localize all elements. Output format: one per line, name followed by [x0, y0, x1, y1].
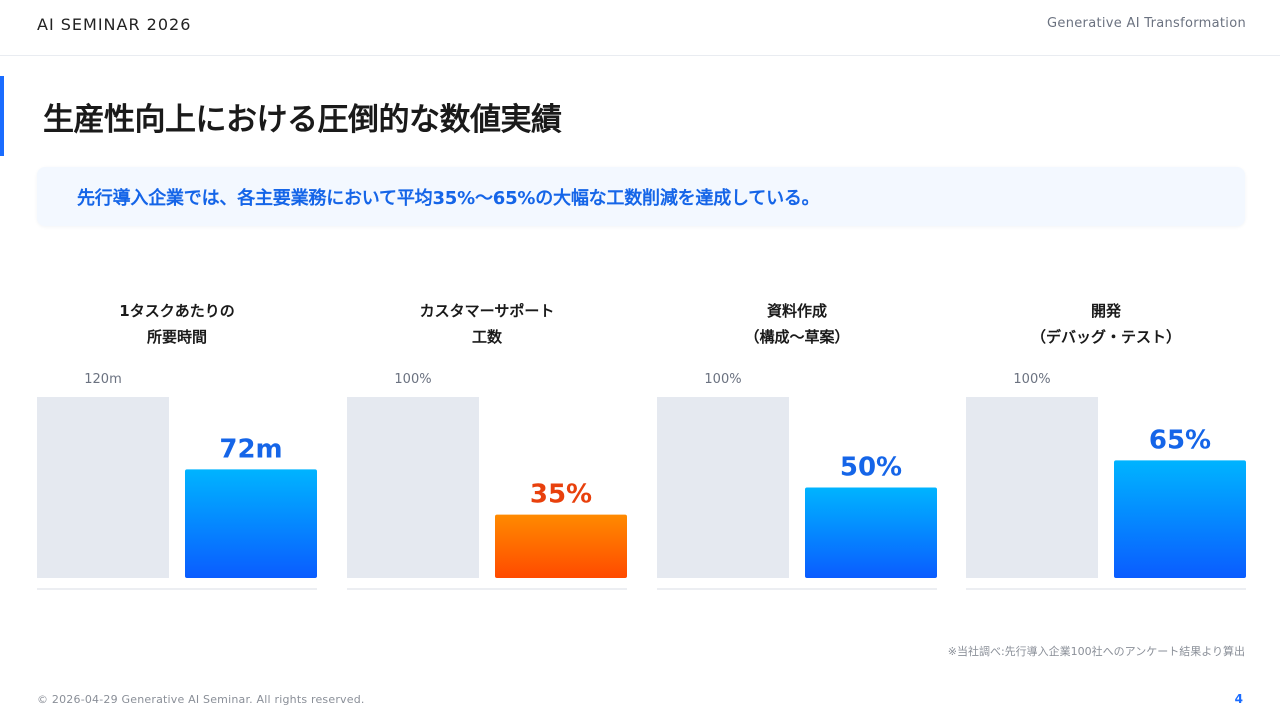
baseline-label: 100%: [394, 372, 431, 387]
footnote: ※当社調べ:先行導入企業100社へのアンケート結果より算出: [947, 645, 1245, 658]
chart-title-line: 所要時間: [147, 328, 207, 346]
brand-title: AI SEMINAR 2026: [37, 15, 192, 34]
value-label: 72m: [219, 434, 282, 464]
value-bar: [495, 514, 627, 578]
chart-title-line: カスタマーサポート: [420, 302, 555, 320]
page-number: 4: [1234, 692, 1243, 706]
baseline-label: 100%: [704, 372, 741, 387]
slide-header: AI SEMINAR 2026 Generative AI Transforma…: [0, 0, 1280, 56]
chart-title-line: （構成〜草案）: [744, 328, 849, 346]
value-label: 65%: [1149, 425, 1211, 455]
header-subtitle: Generative AI Transformation: [1047, 16, 1246, 31]
baseline-bar: [966, 397, 1098, 578]
value-bar: [1114, 460, 1246, 578]
value-label: 35%: [530, 480, 592, 510]
baseline-label: 120m: [84, 372, 121, 387]
summary-text: 先行導入企業では、各主要業務において平均35%〜65%の大幅な工数削減を達成して…: [77, 188, 820, 209]
chart-title-line: （デバッグ・テスト）: [1031, 328, 1181, 346]
chart-area: 1タスクあたりの 所要時間 120m 72m カスタマーサポート 工数 100% 35% 資料作…: [0, 280, 1280, 620]
value-bar: [805, 487, 937, 578]
summary-box: 先行導入企業では、各主要業務において平均35%〜65%の大幅な工数削減を達成して…: [37, 167, 1245, 226]
page-title: 生産性向上における圧倒的な数値実績: [43, 102, 562, 138]
chart-title-line: 資料作成: [767, 302, 827, 320]
chart-title-line: 1タスクあたりの: [119, 302, 234, 320]
title-accent-bar: [0, 76, 4, 156]
baseline-label: 100%: [1013, 372, 1050, 387]
baseline-bar: [347, 397, 479, 578]
copyright: © 2026-04-29 Generative AI Seminar. All …: [37, 693, 365, 706]
chart-title-line: 工数: [472, 328, 503, 346]
value-bar: [185, 469, 317, 578]
value-label: 50%: [840, 453, 902, 483]
baseline-bar: [657, 397, 789, 578]
baseline-bar: [37, 397, 169, 578]
chart-title-line: 開発: [1091, 302, 1122, 320]
